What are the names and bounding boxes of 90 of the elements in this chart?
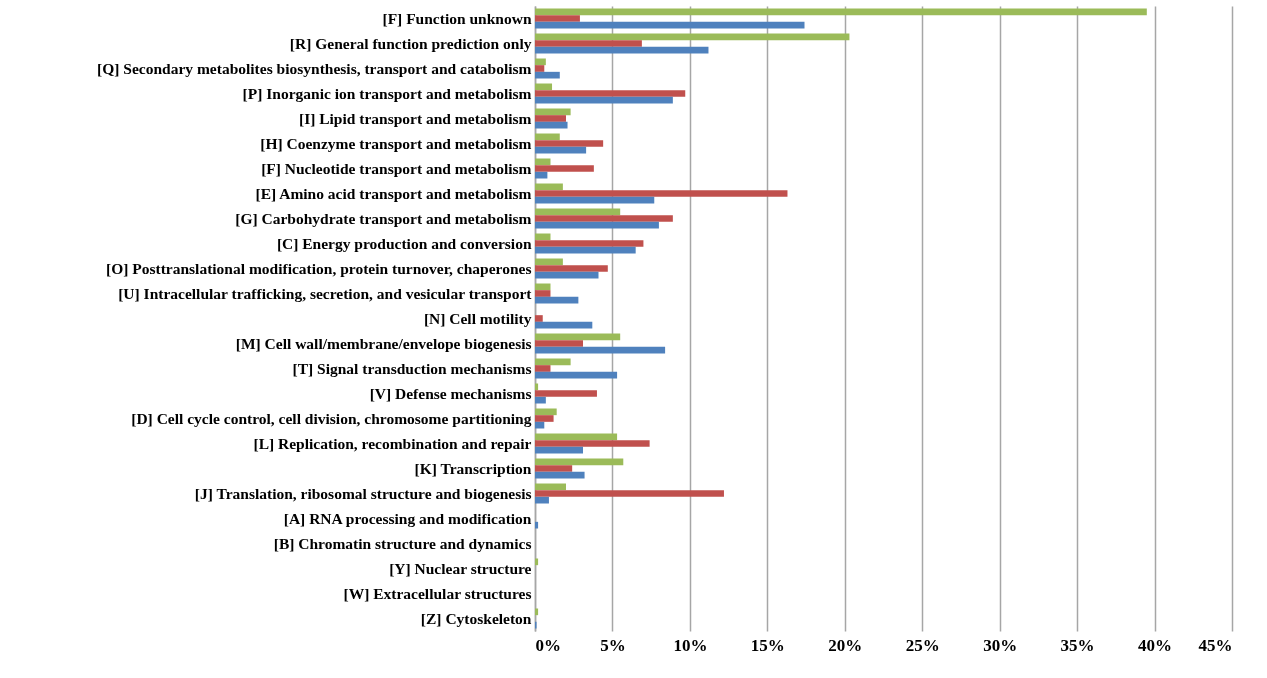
x-tick-label: 25% (905, 635, 940, 655)
bar (535, 290, 551, 297)
x-tick-label: 0% (535, 635, 561, 655)
bar (535, 40, 642, 47)
x-tick-label: 20% (828, 635, 863, 655)
y-tick-label: [Z] Cytoskeleton (420, 609, 532, 627)
bar (535, 196, 655, 204)
y-tick-label: [H] Coenzyme transport and metabolism (260, 134, 532, 152)
bar (535, 121, 568, 129)
y-tick-label: [F] Function unknown (382, 9, 532, 27)
bar (535, 58, 546, 66)
bar (535, 396, 546, 404)
y-tick-label: [J] Translation, ribosomal structure and biogenesis (194, 484, 532, 502)
y-tick-label: [N] Cell motility (423, 309, 532, 327)
bar (535, 65, 545, 72)
bar (535, 140, 604, 147)
bar (535, 333, 621, 341)
bar (535, 246, 636, 254)
bar (535, 496, 549, 504)
bar (535, 346, 666, 354)
bar (535, 458, 624, 466)
y-tick-label: [G] Carbohydrate transport and metabolism (235, 209, 532, 227)
bar (535, 358, 571, 366)
bar (535, 108, 571, 116)
y-tick-label: [O] Posttranslational modification, protein turnover, chaperones (105, 259, 532, 277)
y-tick-label: [T] Signal transduction mechanisms (292, 359, 532, 377)
bar (535, 315, 543, 322)
bar (535, 521, 539, 529)
y-tick-label: [C] Energy production and conversion (276, 234, 532, 252)
bar (535, 446, 584, 454)
bar (535, 90, 686, 97)
y-tick-label: [I] Lipid transport and metabolism (298, 109, 532, 127)
bar (535, 365, 551, 372)
bar (535, 340, 584, 347)
y-tick-label: [M] Cell wall/membrane/envelope biogenesis (235, 334, 532, 352)
bar (535, 46, 709, 54)
bar (535, 115, 566, 122)
bar (535, 371, 618, 379)
bar (535, 490, 724, 497)
bar (535, 321, 593, 329)
bar (535, 71, 560, 79)
x-tick-label: 5% (600, 635, 626, 655)
bar (535, 221, 659, 229)
bar (535, 483, 566, 491)
bar (535, 271, 599, 279)
y-tick-label: [K] Transcription (414, 459, 532, 477)
bar (535, 171, 548, 179)
bar (535, 21, 805, 29)
bar (535, 421, 545, 429)
bar (535, 96, 673, 104)
bar (535, 390, 597, 397)
y-tick-label: [R] General function prediction only (289, 34, 532, 52)
bar (535, 408, 557, 416)
y-tick-label: [Q] Secondary metabolites biosynthesis, transport and catabolism (97, 59, 532, 77)
bar (535, 440, 650, 447)
bar (535, 15, 580, 22)
bar (535, 190, 788, 197)
bar (535, 265, 608, 272)
y-tick-label: [P] Inorganic ion transport and metabolism (242, 84, 532, 102)
bar (535, 165, 594, 172)
y-tick-label: [E] Amino acid transport and metabolism (255, 184, 532, 202)
bar (535, 215, 673, 222)
bar (535, 415, 554, 422)
bar (535, 133, 560, 141)
bar (535, 258, 563, 266)
x-tick-label: 30% (983, 635, 1018, 655)
bar (535, 433, 618, 441)
bar (535, 465, 573, 472)
x-tick-label: 10% (673, 635, 708, 655)
y-tick-label: [W] Extracellular structures (343, 584, 532, 602)
y-tick-label: [F] Nucleotide transport and metabolism (261, 159, 532, 177)
bar (535, 240, 644, 247)
y-tick-label: [B] Chromatin structure and dynamics (273, 534, 532, 552)
y-tick-label: [Y] Nuclear structure (389, 559, 532, 577)
y-tick-label: [D] Cell cycle control, cell division, chromosome partitioning (131, 409, 532, 427)
bar (535, 471, 585, 479)
bar (535, 146, 587, 154)
y-tick-label: [L] Replication, recombination and repair (253, 434, 532, 452)
bar (535, 8, 1147, 16)
bar (535, 183, 563, 191)
bar (535, 208, 621, 216)
x-tick-label: 35% (1060, 635, 1095, 655)
x-tick-label: 45% (1198, 635, 1233, 655)
y-tick-label: [A] RNA processing and modification (283, 509, 532, 527)
x-tick-label: 40% (1138, 635, 1173, 655)
y-tick-label: [V] Defense mechanisms (369, 384, 532, 402)
bar (535, 33, 850, 41)
bar (535, 296, 579, 304)
y-tick-label: [U] Intracellular trafficking, secretion, and vesicular transport (118, 284, 533, 302)
x-tick-label: 15% (750, 635, 785, 655)
